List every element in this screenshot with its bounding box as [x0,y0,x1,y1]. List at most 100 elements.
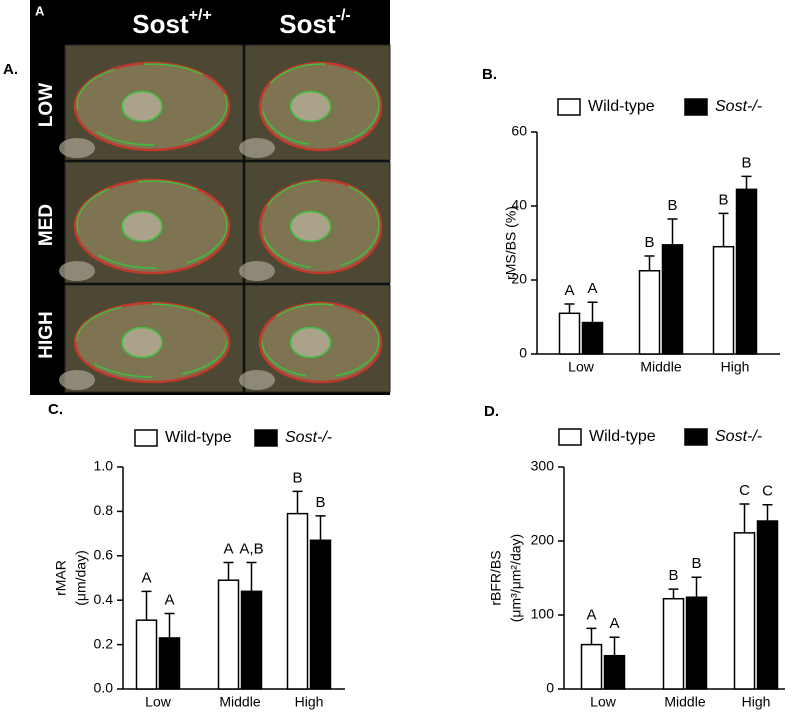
bone-edge [261,63,380,146]
error-bar [667,218,678,245]
bar [217,579,240,690]
error-bar [741,175,752,190]
error-bar [223,561,234,581]
y-axis-label: rBFR/BS [488,550,504,605]
marrow-cavity [289,90,332,123]
y-tick-label: 20 [511,271,527,287]
bar [733,532,756,690]
bar [581,321,604,355]
bar [309,539,332,690]
significance-label: B [718,191,728,208]
y-tick-label: 0.4 [94,591,114,607]
legend-swatch [557,98,581,116]
bar [756,520,779,690]
tissue-patch [59,138,95,158]
legend-swatch [558,428,582,446]
legend-label: Wild-type [589,428,656,445]
error-bar [609,636,620,656]
y-tick-label: 0 [519,345,527,361]
bar [158,637,181,690]
tissue-patch [239,261,275,281]
legend-label: Wild-type [165,429,232,446]
y-tick-label: 1.0 [94,458,114,474]
column-label: Sost+/+ [132,7,211,39]
significance-label: B [668,567,678,584]
x-tick-label: High [721,359,750,375]
significance-label: A [164,591,174,608]
significance-label: B [315,494,325,511]
bar [558,312,581,355]
y-tick-label: 40 [511,197,527,213]
error-bar [644,255,655,271]
error-bar [141,590,152,621]
bar [135,619,158,690]
significance-label: C [762,483,773,500]
bar [580,643,603,690]
error-bar [668,588,679,599]
column-label-base: Sost [279,9,336,39]
marrow-cavity [121,326,163,359]
significance-label: B [667,197,677,214]
y-tick-label: 0.0 [94,680,114,696]
x-tick-label: Middle [640,359,681,375]
x-tick-label: Low [590,694,617,710]
significance-label: A [587,280,597,297]
legend-label: Sost-/- [715,98,762,115]
panel-a-label: A. [3,61,18,78]
y-tick-label: 300 [531,458,555,474]
legend-swatch [684,98,708,116]
error-bar [586,627,597,645]
y-axis-label: (μm³/μm²/day) [508,534,524,622]
legend-swatch [134,429,158,447]
error-bar [292,490,303,514]
bar [735,188,758,355]
legend-swatch [684,428,708,446]
marrow-cavity [121,210,163,243]
row-label: HIGH [36,311,57,359]
y-tick-label: 60 [511,123,527,139]
y-tick-label: 0.8 [94,502,114,518]
bar [638,270,661,355]
y-axis-label: rMAR [53,560,69,596]
legend-label: Sost-/- [285,429,332,446]
row-label: LOW [36,83,57,127]
tissue-patch [59,370,95,390]
tissue-patch [239,138,275,158]
column-label-base: Sost [132,9,189,39]
significance-label: A [609,615,619,632]
x-tick-label: Low [568,359,595,375]
significance-label: B [741,154,751,171]
marrow-cavity [121,90,163,123]
marrow-cavity [289,326,332,359]
y-tick-label: 100 [531,606,555,622]
error-bar [739,503,750,533]
error-bar [587,301,598,323]
bar [240,590,263,690]
significance-label: A [141,569,151,586]
panel-a-inner-label: A [35,3,45,18]
panel-label: B. [482,66,497,83]
y-axis-label: rMS/BS (%) [503,206,519,280]
bone-edge [76,303,228,378]
tissue-patch [59,261,95,281]
error-bar [315,515,326,541]
marrow-cavity [289,210,332,243]
bar [661,244,684,355]
error-bar [564,303,575,314]
x-tick-label: Low [145,694,172,710]
tissue-patch [239,370,275,390]
legend-swatch [254,429,278,447]
panel-label: C. [48,401,63,418]
x-tick-label: High [295,694,324,710]
x-tick-label: High [742,694,771,710]
x-tick-label: Middle [219,694,260,710]
bar [685,596,708,690]
significance-label: B [292,469,302,486]
row-label: MED [36,204,57,246]
error-bar [691,576,702,598]
bone-edge [261,180,380,269]
significance-label: B [644,234,654,251]
y-tick-label: 200 [531,532,555,548]
y-tick-label: 0 [546,680,554,696]
